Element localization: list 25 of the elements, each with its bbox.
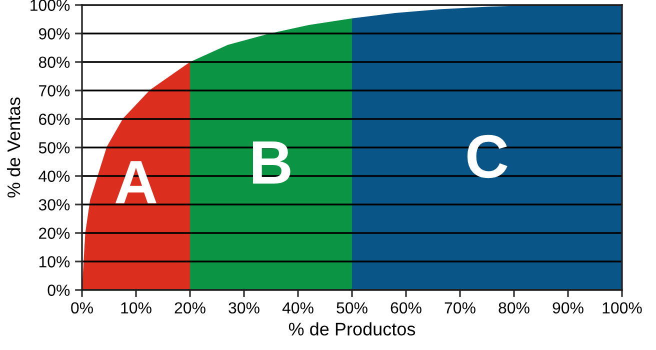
y-tick-label: 40% — [38, 170, 70, 182]
y-tick-label: 30% — [38, 199, 70, 210]
y-axis-title: % de Ventas — [6, 97, 20, 198]
x-tick-label: 20% — [174, 302, 206, 314]
x-tick-label: 30% — [228, 302, 260, 314]
y-tick-label: 10% — [39, 256, 70, 268]
y-tick-label: 100% — [30, 0, 70, 11]
x-tick-label: 10% — [121, 302, 152, 314]
x-tick-label: 40% — [282, 302, 314, 314]
y-tick-label: 50% — [38, 142, 70, 154]
y-tick-label: 70% — [39, 85, 70, 96]
x-tick-label: 90% — [552, 302, 584, 314]
series-label: B — [253, 142, 290, 184]
x-tick-label: 0% — [71, 302, 93, 314]
y-tick-label: 80% — [38, 56, 70, 68]
x-tick-label: 70% — [444, 302, 476, 314]
x-axis-title: % de Productos — [288, 322, 416, 336]
y-tick-label: 90% — [38, 28, 70, 40]
x-tick-label: 100% — [602, 302, 642, 314]
y-tick-label: 20% — [39, 228, 70, 239]
x-tick-label: 60% — [390, 302, 422, 314]
x-tick-label: 50% — [336, 302, 368, 314]
x-tick-label: 80% — [498, 302, 530, 314]
y-tick-label: 0% — [48, 284, 70, 296]
y-tick-label: 60% — [39, 114, 70, 125]
